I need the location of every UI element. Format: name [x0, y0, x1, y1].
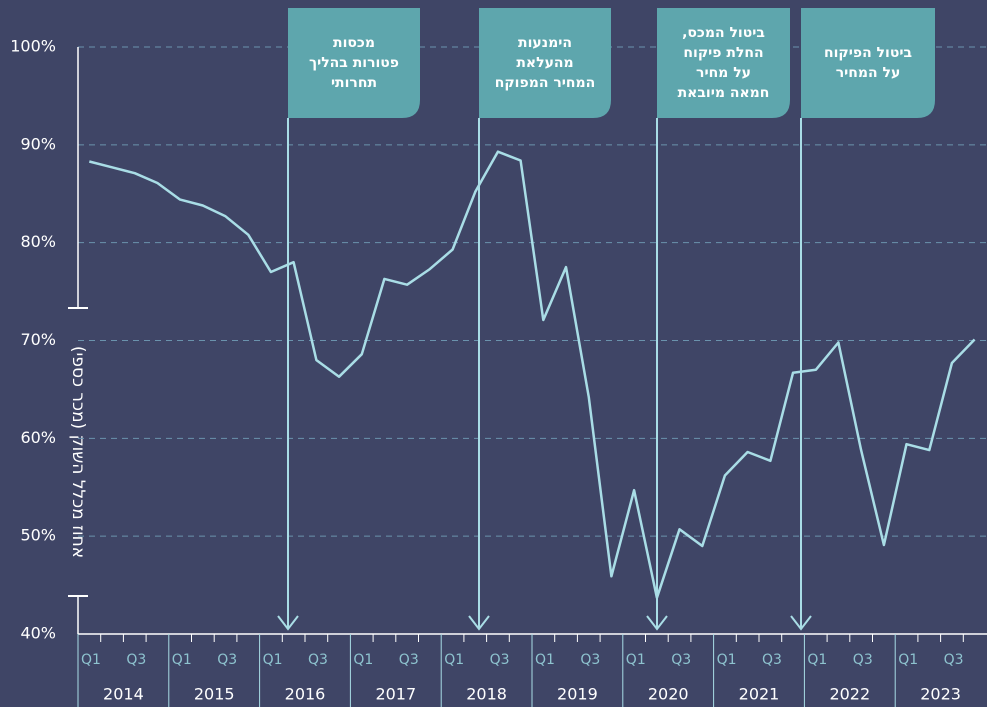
annotation-text: תחרותי — [331, 75, 377, 91]
x-tick-label: Q1 — [717, 652, 737, 668]
x-tick-label: Q1 — [81, 652, 101, 668]
x-tick-label: Q3 — [762, 652, 782, 668]
y-tick-label: 40% — [20, 624, 56, 643]
annotation-text: חמאה מיובאת — [678, 85, 770, 101]
annotation-box — [801, 8, 935, 118]
x-tick-label: Q3 — [217, 652, 237, 668]
annotation-arrowhead — [468, 615, 490, 631]
annotation-text: פטורות בהליך — [309, 55, 399, 71]
annotation-text: מהעלאת — [516, 55, 573, 71]
annotation-text: על מחיר — [696, 65, 751, 81]
annotation-text: ביטול הפיקוח — [824, 45, 912, 61]
annotation-text: על המחיר — [836, 65, 901, 81]
x-tick-label: Q1 — [807, 652, 827, 668]
y-axis-label: אחוז מכלל השוק (מכר כספי) — [68, 346, 88, 558]
year-label: 2014 — [103, 685, 144, 704]
year-label: 2023 — [920, 685, 961, 704]
annotation-arrowhead — [790, 615, 812, 631]
year-label: 2022 — [829, 685, 870, 704]
x-tick-label: Q1 — [898, 652, 918, 668]
annotation-arrowhead — [646, 615, 668, 631]
annotation-box — [657, 8, 790, 118]
annotation-text: ביטול המכס, — [682, 25, 765, 41]
y-tick-label: 90% — [20, 134, 56, 153]
annotation-box — [479, 8, 611, 118]
x-tick-label: Q3 — [399, 652, 419, 668]
x-tick-label: Q1 — [626, 652, 646, 668]
x-tick-label: Q3 — [126, 652, 146, 668]
x-tick-label: Q3 — [490, 652, 510, 668]
y-tick-label: 60% — [20, 428, 56, 447]
annotation-text: החלת פיקוח — [683, 45, 763, 61]
annotation-text: המחיר המפוקח — [495, 75, 595, 91]
annotation-arrowhead — [277, 615, 299, 631]
y-tick-label: 100% — [10, 37, 56, 56]
x-tick-label: Q1 — [353, 652, 373, 668]
annotation-text: מכסות — [333, 35, 375, 51]
y-tick-label: 50% — [20, 526, 56, 545]
year-label: 2017 — [375, 685, 416, 704]
x-tick-label: Q3 — [853, 652, 873, 668]
x-tick-label: Q1 — [172, 652, 192, 668]
x-tick-label: Q3 — [671, 652, 691, 668]
year-label: 2020 — [648, 685, 689, 704]
annotation-text: הימנעות — [518, 35, 572, 51]
x-tick-label: Q3 — [308, 652, 328, 668]
x-tick-label: Q1 — [263, 652, 283, 668]
year-label: 2018 — [466, 685, 507, 704]
year-label: 2019 — [557, 685, 598, 704]
x-tick-label: Q1 — [444, 652, 464, 668]
x-tick-label: Q3 — [944, 652, 964, 668]
year-label: 2021 — [739, 685, 780, 704]
x-tick-label: Q3 — [580, 652, 600, 668]
year-label: 2016 — [285, 685, 326, 704]
y-tick-label: 70% — [20, 330, 56, 349]
year-label: 2015 — [194, 685, 235, 704]
x-tick-label: Q1 — [535, 652, 555, 668]
annotation-box — [288, 8, 420, 118]
data-line — [88, 150, 976, 600]
y-tick-label: 80% — [20, 232, 56, 251]
